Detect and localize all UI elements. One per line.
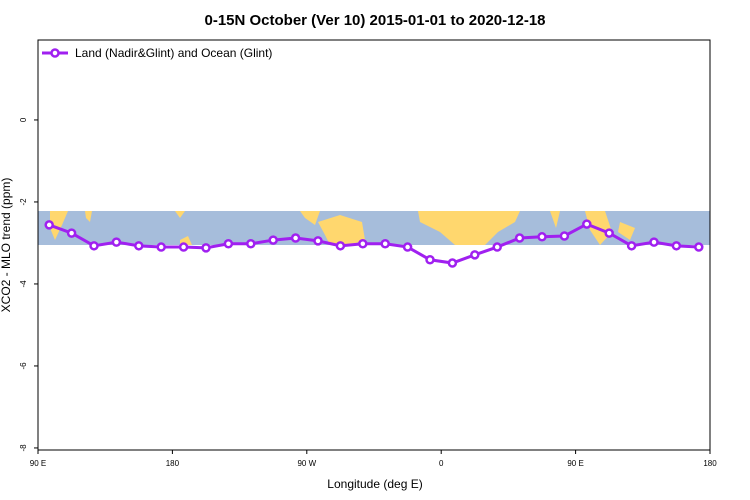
point [447, 258, 458, 268]
point [671, 241, 682, 251]
point [313, 236, 323, 246]
point [559, 231, 570, 241]
point [223, 239, 234, 249]
point [582, 219, 592, 229]
point [335, 241, 346, 251]
point [470, 250, 480, 260]
y-tick-label: -8 [19, 444, 28, 452]
point [111, 237, 122, 247]
point [201, 243, 211, 253]
x-tick-label: 90 W [297, 459, 316, 468]
y-tick-label: -4 [19, 280, 28, 288]
point [492, 242, 502, 252]
point [626, 241, 637, 251]
point [649, 237, 659, 247]
x-tick-label: 180 [166, 459, 180, 468]
point [537, 232, 547, 242]
point [89, 241, 99, 251]
point [290, 233, 301, 243]
point [402, 242, 413, 252]
point [246, 239, 256, 249]
point [134, 241, 144, 251]
legend-label: Land (Nadir&Glint) and Ocean (Glint) [75, 46, 272, 60]
y-axis-label: XCO2 - MLO trend (ppm) [0, 178, 13, 313]
point [44, 220, 54, 230]
chart-title: 0-15N October (Ver 10) 2015-01-01 to 202… [204, 12, 545, 29]
x-tick-label: 180 [703, 459, 717, 468]
point [514, 233, 525, 243]
point [380, 239, 390, 249]
y-tick-label: 0 [19, 117, 28, 122]
point [178, 242, 189, 252]
legend-marker [50, 48, 60, 58]
point [268, 235, 278, 245]
point [156, 242, 166, 252]
point [358, 239, 368, 249]
point [425, 255, 435, 265]
map-band [38, 211, 710, 245]
point [66, 228, 77, 238]
x-tick-label: 90 E [30, 459, 46, 468]
point [694, 242, 704, 252]
x-tick-label: 90 E [567, 459, 583, 468]
y-tick-label: -6 [19, 362, 28, 370]
point [604, 228, 614, 238]
plot-frame [37, 39, 711, 451]
y-tick-label: -2 [19, 198, 28, 206]
x-tick-label: 0 [439, 459, 444, 468]
x-axis-label: Longitude (deg E) [327, 477, 422, 491]
